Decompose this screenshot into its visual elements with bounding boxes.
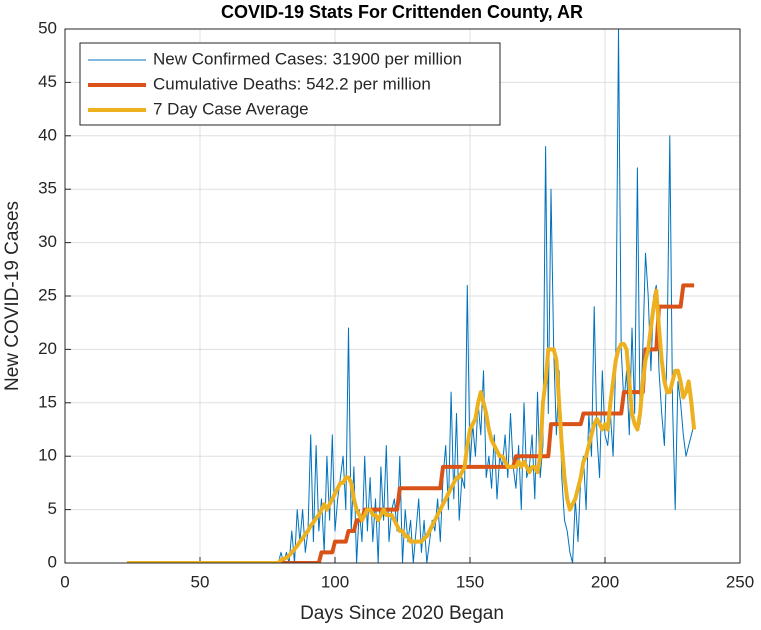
legend-label: Cumulative Deaths: 542.2 per million xyxy=(153,74,431,93)
y-tick-label: 25 xyxy=(38,285,57,304)
x-tick-label: 50 xyxy=(191,572,210,591)
y-tick-label: 50 xyxy=(38,18,57,37)
axes-box xyxy=(64,28,741,564)
chart-title: COVID-19 Stats For Crittenden County, AR xyxy=(221,2,583,22)
legend-box xyxy=(79,42,501,126)
x-tick-label: 250 xyxy=(726,572,754,591)
legend-label: 7 Day Case Average xyxy=(153,99,309,118)
y-axis-label: New COVID-19 Cases xyxy=(2,201,23,391)
y-tick-label: 20 xyxy=(38,339,57,358)
x-tick-label: 150 xyxy=(456,572,484,591)
y-tick-label: 35 xyxy=(38,179,57,198)
series-line xyxy=(127,29,695,563)
y-tick-label: 10 xyxy=(38,446,57,465)
series-line xyxy=(127,288,697,563)
x-tick-label: 100 xyxy=(321,572,349,591)
x-tick-label: 0 xyxy=(60,572,69,591)
y-tick-label: 5 xyxy=(48,499,57,518)
y-tick-label: 45 xyxy=(38,72,57,91)
x-tick-label: 200 xyxy=(591,572,619,591)
y-tick-label: 30 xyxy=(38,232,57,251)
y-tick-label: 40 xyxy=(38,125,57,144)
y-tick-label: 0 xyxy=(48,552,57,571)
x-axis-label: Days Since 2020 Began xyxy=(300,603,504,624)
legend-label: New Confirmed Cases: 31900 per million xyxy=(153,49,462,68)
series-line xyxy=(127,283,695,563)
y-tick-label: 15 xyxy=(38,392,57,411)
